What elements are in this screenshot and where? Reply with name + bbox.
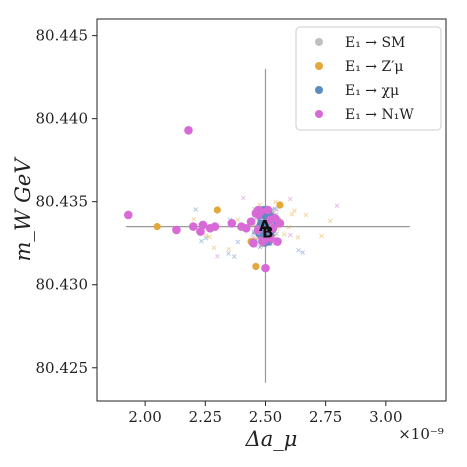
faint-marker	[319, 233, 324, 239]
x-tick-label: 2.50	[249, 408, 282, 426]
faint-marker	[287, 232, 293, 238]
faint-marker	[241, 195, 246, 201]
plot-frame	[96, 18, 447, 402]
data-point	[213, 206, 221, 214]
data-point	[265, 233, 275, 243]
faint-marker	[235, 217, 241, 223]
legend-marker	[315, 38, 323, 46]
data-point	[257, 219, 265, 227]
data-point	[265, 215, 275, 225]
faint-marker	[231, 254, 237, 259]
data-point	[258, 237, 268, 246]
faint-marker	[281, 231, 287, 237]
legend-label: E₁ → SM	[345, 35, 405, 51]
x-axis-label: Δa_μ	[245, 427, 298, 451]
data-point	[253, 225, 263, 235]
data-point	[227, 218, 237, 228]
faint-marker	[327, 218, 333, 224]
axis-ticks: 2.00 2.25 2.50 2.75 3.00 80.425 80.430 80.435 80…	[36, 27, 403, 426]
data-point	[196, 227, 205, 236]
faint-marker	[295, 235, 301, 240]
data-point	[246, 217, 256, 226]
legend-marker	[315, 110, 323, 118]
data-point	[210, 222, 220, 231]
legend: E₁ → SM E₁ → Z′μ E₁ → χμ E₁ → N₁W	[295, 26, 442, 131]
faint-marker	[274, 207, 280, 212]
faint-marker	[203, 233, 209, 238]
faint-marker	[211, 245, 217, 251]
faint-marker	[287, 196, 293, 202]
faint-marker	[292, 208, 297, 214]
data-point	[249, 238, 258, 248]
x-tick-label: 2.75	[309, 408, 342, 426]
faint-marker	[289, 211, 295, 217]
faint-marker	[296, 247, 301, 253]
x-axis-multiplier: ×10⁻⁹	[398, 425, 444, 443]
x-tick-label: 2.25	[189, 408, 222, 426]
data-points	[123, 125, 285, 273]
faint-marker	[215, 253, 220, 259]
faint-marker	[226, 246, 232, 252]
data-point	[276, 201, 284, 209]
legend-label: E₁ → N₁W	[345, 107, 414, 123]
y-tick-label: 80.435	[36, 193, 89, 211]
point-annotations: AB	[259, 217, 274, 242]
faint-marker	[334, 203, 340, 209]
data-point	[188, 222, 198, 231]
faint-marker	[226, 251, 231, 256]
data-point	[275, 218, 285, 228]
data-point	[252, 262, 260, 271]
y-axis-label: m_W GeV	[11, 157, 35, 262]
data-point	[172, 225, 181, 235]
data-point	[198, 220, 208, 230]
faint-marker	[235, 239, 241, 245]
faint-marker	[286, 224, 292, 230]
faint-marker	[199, 238, 204, 244]
legend-label: E₁ → χμ	[345, 83, 399, 99]
faint-marker	[303, 212, 309, 218]
legend-box	[295, 26, 442, 131]
y-tick-label: 80.445	[36, 27, 89, 45]
faint-marker	[300, 250, 305, 255]
legend-label: E₁ → Z′μ	[345, 59, 403, 75]
legend-marker	[315, 86, 323, 94]
data-point	[268, 223, 278, 233]
faint-marker	[207, 234, 212, 240]
data-point	[263, 205, 273, 215]
annotation-label: A	[259, 217, 271, 235]
legend-marker	[315, 62, 323, 70]
data-point	[153, 223, 161, 231]
data-point	[253, 205, 263, 215]
faint-marker	[193, 207, 199, 212]
faint-marker	[257, 244, 263, 250]
data-point	[273, 237, 282, 246]
y-tick-label: 80.440	[36, 110, 89, 128]
data-point	[241, 223, 251, 233]
annotation-label: B	[262, 224, 273, 242]
faint-marker	[272, 206, 278, 212]
y-tick-label: 80.430	[36, 276, 89, 294]
x-tick-label: 3.00	[369, 408, 402, 426]
faint-marker	[191, 217, 197, 222]
y-tick-label: 80.425	[36, 359, 89, 377]
data-point	[184, 125, 193, 135]
faint-marker	[203, 235, 209, 241]
data-point	[261, 263, 270, 273]
data-point	[123, 210, 133, 220]
x-tick-label: 2.00	[128, 408, 161, 426]
